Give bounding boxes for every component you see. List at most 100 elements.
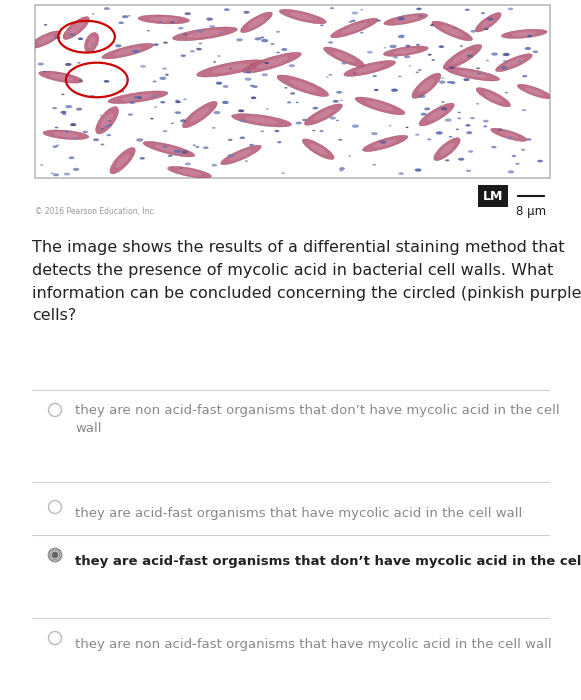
Ellipse shape [65,105,72,108]
Ellipse shape [432,21,472,41]
Ellipse shape [39,71,83,83]
Ellipse shape [108,120,112,122]
Ellipse shape [199,43,202,44]
Ellipse shape [384,13,428,25]
Ellipse shape [526,138,532,141]
Ellipse shape [110,148,135,174]
Ellipse shape [179,167,183,169]
Ellipse shape [320,130,324,132]
Ellipse shape [351,20,356,22]
Ellipse shape [383,47,386,48]
Ellipse shape [356,64,384,73]
Ellipse shape [236,38,243,41]
Ellipse shape [52,107,57,109]
Ellipse shape [333,52,355,62]
Ellipse shape [408,65,411,66]
Text: © 2016 Pearson Education, Inc.: © 2016 Pearson Education, Inc. [35,207,156,216]
Ellipse shape [213,61,216,63]
Ellipse shape [243,10,250,14]
Ellipse shape [85,32,99,52]
Ellipse shape [137,97,142,99]
Ellipse shape [466,131,472,134]
Ellipse shape [439,80,446,84]
Ellipse shape [55,36,60,39]
Ellipse shape [466,169,471,172]
Ellipse shape [430,25,434,26]
Ellipse shape [73,137,77,139]
Text: The image shows the results of a differential staining method that
detects the p: The image shows the results of a differe… [32,240,581,323]
Ellipse shape [320,25,324,26]
Ellipse shape [476,67,480,69]
Ellipse shape [277,141,282,144]
Ellipse shape [363,135,408,151]
Ellipse shape [140,65,146,68]
Ellipse shape [119,22,124,24]
Ellipse shape [260,130,264,132]
Ellipse shape [449,66,455,69]
Text: 8 μm: 8 μm [516,205,546,218]
Ellipse shape [517,84,552,99]
Ellipse shape [441,25,463,36]
Ellipse shape [206,18,213,21]
Text: LM: LM [483,190,503,202]
Ellipse shape [360,32,364,34]
Ellipse shape [512,155,517,157]
Ellipse shape [353,73,356,74]
Ellipse shape [216,82,223,85]
Ellipse shape [187,30,223,38]
Ellipse shape [96,106,119,134]
Ellipse shape [242,52,301,73]
Ellipse shape [116,153,130,168]
Ellipse shape [379,141,386,144]
Ellipse shape [239,136,245,139]
Ellipse shape [115,44,121,48]
Ellipse shape [193,144,196,146]
Ellipse shape [418,69,422,71]
Ellipse shape [525,47,531,50]
Text: they are non acid-fast organisms that have mycolic acid in the cell wall: they are non acid-fast organisms that ha… [75,638,551,651]
Ellipse shape [458,112,461,113]
Ellipse shape [313,108,334,120]
Ellipse shape [248,17,265,28]
Ellipse shape [439,46,444,48]
Ellipse shape [203,146,209,149]
Ellipse shape [251,97,256,99]
Ellipse shape [367,101,394,111]
Ellipse shape [93,139,99,141]
Ellipse shape [528,35,532,37]
Ellipse shape [150,118,153,120]
Ellipse shape [104,125,108,127]
Ellipse shape [65,63,71,66]
Ellipse shape [162,67,167,70]
Ellipse shape [108,91,168,104]
Ellipse shape [355,97,405,115]
Ellipse shape [339,167,345,170]
Ellipse shape [416,44,420,46]
Ellipse shape [313,106,318,109]
Ellipse shape [391,89,398,92]
Ellipse shape [119,90,124,92]
Ellipse shape [101,113,113,128]
Ellipse shape [484,92,503,103]
Ellipse shape [302,119,307,121]
Ellipse shape [289,64,295,67]
Ellipse shape [456,129,459,130]
Ellipse shape [62,113,66,116]
Ellipse shape [180,119,186,122]
Ellipse shape [152,95,156,97]
Ellipse shape [167,167,211,178]
Ellipse shape [374,89,379,91]
Ellipse shape [371,132,378,135]
Ellipse shape [104,80,109,83]
Ellipse shape [174,111,178,113]
Ellipse shape [326,76,329,78]
Ellipse shape [100,115,103,116]
Ellipse shape [498,129,503,131]
Ellipse shape [230,150,252,160]
Ellipse shape [406,127,408,128]
Ellipse shape [138,15,189,24]
Ellipse shape [279,9,327,24]
Ellipse shape [415,71,419,73]
Ellipse shape [367,51,373,54]
Ellipse shape [499,131,519,139]
